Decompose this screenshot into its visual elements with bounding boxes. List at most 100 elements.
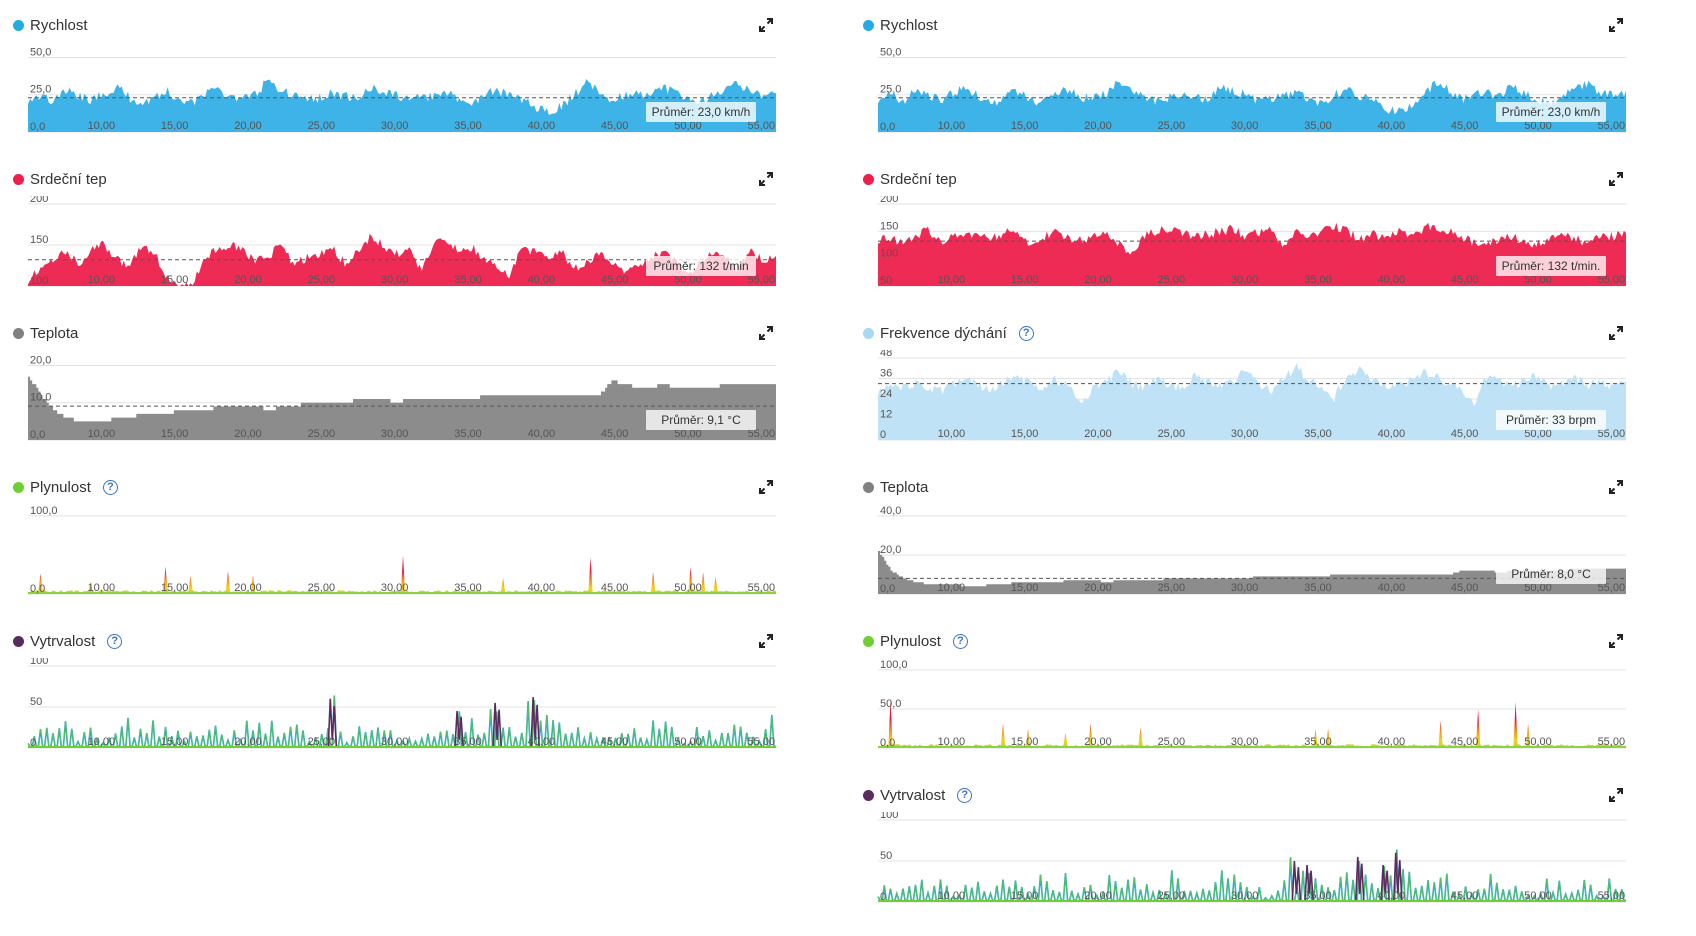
x-tick-label: 10,00 [88, 120, 116, 132]
x-tick-label: 10,00 [88, 428, 116, 440]
x-tick-label: 10,00 [88, 736, 116, 748]
chart-header: Teplota [10, 320, 780, 346]
x-tick-label: 45,00 [601, 120, 629, 132]
chart-svg-R5: 100,0 50,0 0,0 10,00 15,00 20,00 25,00 30,00 35,… [878, 659, 1626, 749]
expand-icon[interactable] [1608, 17, 1624, 33]
expand-icon[interactable] [1608, 479, 1624, 495]
chart-plot: 20,0 10,0 0,0 10,00 15,00 20,00 25,00 30,00 35,0… [10, 350, 780, 460]
right-column: Rychlost 50,0 25,0 0,0 10,00 15,00 20,00 25,00… [860, 12, 1630, 936]
x-tick-label: 25,00 [308, 582, 336, 594]
chart-panel-L3: Teplota 20,0 10,0 0,0 10,00 15,00 20,00 25,00 3… [10, 320, 780, 474]
expand-icon[interactable] [758, 17, 774, 33]
x-tick-label: 55,00 [1598, 582, 1626, 594]
chart-svg-L4: 100,0 0,0 10,00 15,00 20,00 25,00 30,00 35,00 40… [28, 505, 776, 595]
series-dot [13, 635, 24, 647]
help-icon[interactable]: ? [1018, 325, 1034, 341]
chart-title: Teplota [880, 478, 929, 496]
average-badge [1496, 102, 1606, 122]
y-tick-label: 0 [880, 429, 886, 441]
x-tick-label: 10,00 [938, 890, 966, 902]
expand-icon[interactable] [758, 479, 774, 495]
help-icon[interactable]: ? [102, 479, 118, 495]
chart-plot: 50,0 25,0 0,0 10,00 15,00 20,00 25,00 30,00 35,0… [10, 42, 780, 152]
expand-icon[interactable] [1608, 171, 1624, 187]
chart-plot: 100 50 0 10,00 15,00 20,00 25,00 30,00 35,00 40,0… [10, 658, 780, 768]
y-tick-label: 100,0 [30, 505, 58, 517]
chart-svg-R1: 50,0 25,0 0,0 10,00 15,00 20,00 25,00 30,00 35,0… [878, 46, 1626, 133]
x-tick-label: 35,00 [454, 428, 482, 440]
y-tick-label: 25,0 [880, 84, 901, 96]
x-tick-label: 45,00 [1451, 428, 1479, 440]
series-peak [1380, 865, 1390, 901]
x-tick-label: 45,00 [601, 582, 629, 594]
chart-plot: 100,0 0,0 10,00 15,00 20,00 25,00 30,00 35,00 40… [10, 504, 780, 614]
chart-panel-R3: Frekvence dýchání ? 48 36 24 12 0 10,00 15,00 2… [860, 320, 1630, 474]
y-tick-label: 0,0 [30, 121, 45, 133]
series-dot [13, 481, 24, 493]
average-badge [646, 410, 756, 430]
x-tick-label: 25,00 [1158, 428, 1186, 440]
x-tick-label: 50,00 [674, 582, 702, 594]
help-icon[interactable]: ? [952, 633, 968, 649]
y-tick-label: 150 [30, 234, 48, 246]
expand-icon[interactable] [758, 325, 774, 341]
average-label: Průměr: 132 t/min [653, 259, 748, 273]
x-tick-label: 40,00 [528, 120, 556, 132]
series-area [878, 699, 1626, 748]
help-icon[interactable]: ? [107, 633, 123, 649]
y-tick-label: 0,0 [880, 737, 895, 749]
series-area [28, 376, 776, 440]
chart-svg-L3: 20,0 10,0 0,0 10,00 15,00 20,00 25,00 30,00 35,0… [28, 354, 776, 441]
x-tick-label: 50,00 [674, 736, 702, 748]
x-tick-label: 55,00 [1598, 274, 1626, 286]
x-tick-label: 35,00 [454, 120, 482, 132]
x-tick-label: 25,00 [308, 274, 336, 286]
chart-title: Rychlost [880, 16, 938, 34]
series-peak [492, 702, 502, 747]
series-area [878, 222, 1626, 286]
y-tick-label: 50 [880, 850, 892, 862]
help-icon[interactable]: ? [957, 787, 973, 803]
series-dot [863, 481, 874, 493]
x-tick-label: 40,00 [528, 582, 556, 594]
y-tick-label: 150 [880, 220, 898, 232]
y-tick-label: 200 [880, 196, 898, 205]
series-area [878, 551, 1626, 594]
y-tick-label: 50,0 [30, 46, 51, 58]
x-tick-label: 20,00 [234, 428, 262, 440]
expand-icon[interactable] [1608, 325, 1624, 341]
x-tick-label: 40,00 [1378, 274, 1406, 286]
expand-icon[interactable] [758, 633, 774, 649]
chart-panel-R2: Srdeční tep 200 150 100 50 10,00 15,00 20,00 25… [860, 166, 1630, 320]
series-peak [1304, 865, 1314, 901]
expand-icon[interactable] [1608, 787, 1624, 803]
chart-title: Vytrvalost [30, 632, 96, 650]
chart-header: Vytrvalost ? [10, 628, 780, 654]
x-tick-label: 25,00 [1158, 890, 1186, 902]
y-tick-label: 100 [880, 812, 898, 821]
x-tick-label: 50,00 [674, 428, 702, 440]
chart-plot: 48 36 24 12 0 10,00 15,00 20,00 25,00 30,00 35,00 4… [860, 350, 1630, 460]
expand-icon[interactable] [1608, 633, 1624, 649]
expand-icon[interactable] [758, 171, 774, 187]
chart-header: Rychlost [10, 12, 780, 38]
x-tick-label: 10,00 [938, 428, 966, 440]
x-tick-label: 15,00 [161, 736, 189, 748]
y-tick-label: 0,0 [880, 121, 895, 133]
x-tick-label: 25,00 [308, 428, 336, 440]
chart-title: Plynulost [30, 478, 91, 496]
y-tick-label: 0,0 [880, 583, 895, 595]
x-tick-label: 55,00 [748, 736, 776, 748]
x-tick-label: 25,00 [1158, 736, 1186, 748]
x-tick-label: 25,00 [1158, 582, 1186, 594]
average-label: Průměr: 23,0 km/h [1502, 105, 1601, 119]
x-tick-label: 10,00 [938, 582, 966, 594]
chart-svg-R3: 48 36 24 12 0 10,00 15,00 20,00 25,00 30,00 35,00 4… [878, 350, 1626, 441]
average-label: Průměr: 23,0 km/h [652, 105, 751, 119]
y-tick-label: 20,0 [880, 544, 901, 556]
x-tick-label: 50,00 [1524, 736, 1552, 748]
chart-plot: 40,0 20,0 0,0 10,00 15,00 20,00 25,00 30,00 35,0… [860, 504, 1630, 614]
x-tick-label: 30,00 [381, 736, 409, 748]
chart-svg-R4: 40,0 20,0 0,0 10,00 15,00 20,00 25,00 30,00 35,0… [878, 505, 1626, 595]
x-tick-label: 45,00 [601, 428, 629, 440]
